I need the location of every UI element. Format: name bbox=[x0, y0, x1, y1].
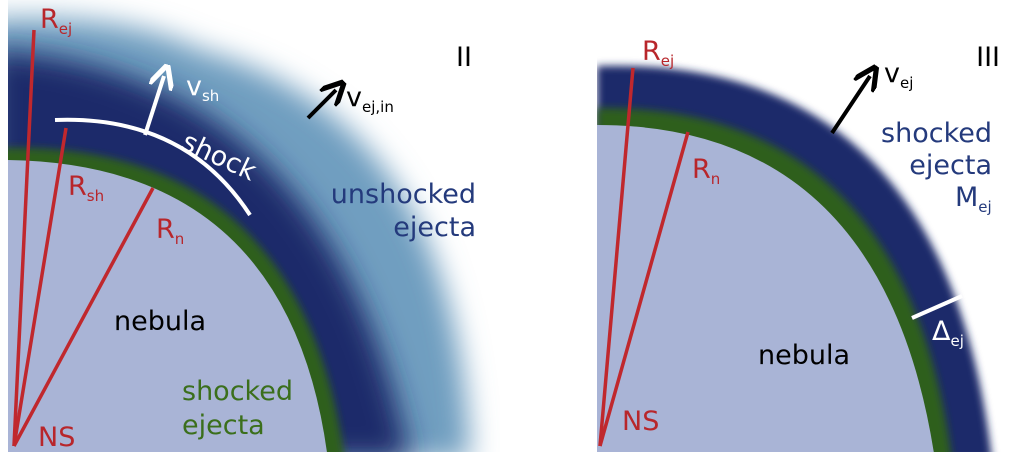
subscript: sh bbox=[202, 87, 219, 105]
label: ejecta bbox=[393, 212, 476, 243]
symbol: R bbox=[692, 154, 711, 185]
symbol: Δ bbox=[932, 316, 951, 347]
label: ejecta bbox=[182, 410, 265, 441]
symbol: R bbox=[68, 171, 87, 202]
subscript: sh bbox=[87, 187, 104, 205]
subscript: n bbox=[711, 170, 721, 188]
label: shocked bbox=[182, 376, 293, 407]
subscript: ej bbox=[950, 332, 963, 350]
symbol: R bbox=[40, 4, 59, 35]
symbol: v bbox=[346, 82, 362, 113]
label: nebula bbox=[758, 340, 850, 371]
label: unshocked bbox=[331, 179, 476, 210]
label: Rej bbox=[40, 4, 72, 38]
label: shocked bbox=[881, 118, 992, 149]
label: Mej bbox=[955, 182, 992, 216]
label: nebula bbox=[114, 306, 206, 337]
symbol: v bbox=[186, 71, 202, 102]
label: Rej bbox=[642, 36, 674, 70]
symbol: M bbox=[955, 182, 978, 213]
panel-label: III bbox=[976, 42, 1000, 73]
label: NS bbox=[622, 406, 659, 437]
subscript: ej bbox=[661, 52, 674, 70]
subscript: ej bbox=[900, 74, 913, 92]
label: vej,in bbox=[346, 82, 394, 116]
label: ejecta bbox=[909, 150, 992, 181]
panel-label: II bbox=[456, 42, 472, 73]
symbol: R bbox=[642, 36, 661, 67]
label: vej bbox=[884, 58, 913, 92]
symbol: v bbox=[884, 58, 900, 89]
subscript: ej bbox=[978, 198, 991, 216]
label: NS bbox=[38, 422, 75, 453]
symbol: R bbox=[156, 214, 175, 245]
subscript: ej bbox=[59, 20, 72, 38]
subscript: n bbox=[175, 230, 185, 248]
arrow bbox=[832, 76, 870, 133]
figure: II Rej Rsh Rn vsh vej,in shock unshocked… bbox=[0, 0, 1014, 459]
subscript: ej,in bbox=[362, 98, 394, 116]
